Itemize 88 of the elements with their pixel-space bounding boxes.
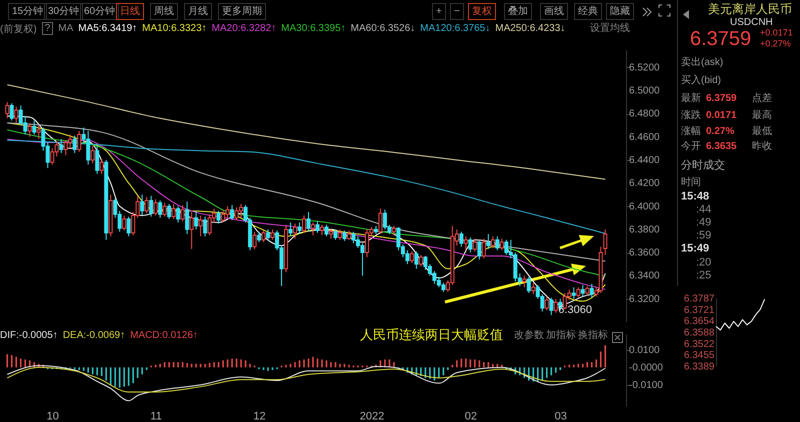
text: 点差 — [752, 93, 772, 104]
text: +0.0171 — [760, 28, 793, 38]
text: 周线 — [150, 3, 178, 20]
x-tick-label: 10 — [46, 410, 59, 422]
text: 0.27% — [706, 126, 734, 137]
text: + — [432, 3, 446, 20]
y-tick-label: 6.3800 — [629, 224, 660, 236]
text: 隐藏 — [606, 3, 634, 20]
text: 复权 — [468, 3, 496, 20]
annotation: 加指标 — [546, 330, 576, 341]
y-tick-label: 6.4400 — [629, 154, 660, 166]
text: 最高 — [752, 110, 772, 121]
text: 叠加 — [504, 3, 532, 20]
y-tick-label: 6.4800 — [629, 108, 660, 120]
text: 画线 — [540, 3, 568, 20]
annotation: 改参数 — [514, 330, 544, 341]
text: :25 — [696, 270, 712, 282]
y-tick-label: 6.3654 — [684, 316, 715, 328]
text: 昨收 — [752, 141, 772, 152]
y-tick-label: -0.0000 — [629, 362, 664, 374]
text: MA120:6.3765↓ — [420, 23, 490, 34]
text: 更多周期 — [218, 3, 266, 20]
y-tick-label: 6.3522 — [684, 338, 715, 350]
text: 6.3759 — [706, 93, 737, 104]
text: 60分钟 — [80, 3, 120, 20]
text: MA60:6.3526↓ — [350, 23, 416, 34]
y-tick-label: 6.5200 — [629, 62, 660, 74]
text: DEA:-0.0069↑ — [62, 330, 126, 341]
text: 今开 — [681, 141, 701, 152]
y-tick-label: 6.4600 — [629, 132, 660, 143]
y-tick-label: 6.3200 — [629, 294, 660, 305]
text: 最低 — [752, 126, 772, 137]
text: :49 — [696, 216, 712, 228]
text: 6.3635 — [706, 141, 737, 152]
x-tick-label: 02 — [464, 410, 477, 422]
text: 最新 — [681, 93, 701, 104]
y-tick-label: 6.3389 — [684, 362, 715, 372]
text: 0.0171 — [706, 110, 737, 121]
annotation: 6.3060 — [558, 304, 592, 316]
annotation: 换指标 — [578, 330, 608, 341]
text: 月线 — [184, 3, 212, 20]
y-tick-label: -0.0100 — [629, 380, 664, 391]
text: 分时成交 — [681, 160, 725, 172]
y-tick-label: 6.3588 — [684, 328, 715, 338]
text: 设置均线 — [590, 23, 630, 34]
text: 经典 — [574, 3, 602, 20]
text: 6.3759 — [690, 28, 752, 50]
text: 30分钟 — [44, 3, 84, 20]
text: 涨幅 — [681, 126, 701, 137]
x-tick-label: 12 — [253, 410, 266, 422]
text: 美元离岸人民币 — [708, 2, 792, 16]
y-tick-label: 6.3787 — [684, 294, 715, 304]
text: DIF:-0.0005↑ — [0, 330, 58, 341]
text: MA5:6.3419↑ — [78, 23, 138, 34]
text: MA250:6.4233↓ — [495, 23, 566, 34]
text: MA20:6.3282↑ — [212, 23, 276, 34]
y-tick-label: 0.0100 — [629, 344, 660, 356]
text: MACD:0.0126↑ — [130, 330, 198, 341]
text: 日线 — [116, 3, 144, 20]
y-tick-label: 6.3455 — [684, 350, 715, 362]
y-tick-label: 6.3400 — [629, 270, 660, 282]
x-tick-label: 03 — [554, 410, 567, 422]
y-tick-label: 6.4000 — [629, 201, 660, 212]
y-tick-label: 6.3721 — [684, 304, 715, 316]
x-tick-label: 11 — [150, 410, 162, 422]
text: :20 — [696, 256, 712, 268]
text: USDCNH — [730, 17, 773, 28]
y-tick-label: 6.3600 — [629, 248, 660, 259]
text: MA — [58, 23, 74, 34]
y-tick-label: 6.4200 — [629, 178, 660, 190]
y-tick-label: 6.5000 — [629, 86, 660, 97]
text: MA10:6.3323↑ — [142, 23, 207, 34]
text: 15:49 — [681, 242, 710, 254]
text: :59 — [696, 230, 712, 242]
annotation: 人民币连续两日大幅贬值 — [360, 327, 503, 342]
text: 卖出(ask) — [681, 57, 724, 68]
text: 时间 — [681, 177, 701, 188]
text: :44 — [696, 204, 712, 216]
text: 15:48 — [681, 190, 710, 202]
text: 买入(bid) — [681, 75, 722, 86]
x-tick-label: 2022 — [360, 410, 384, 422]
text: +0.27% — [760, 38, 791, 48]
text: (前复权) — [0, 22, 37, 36]
text: MA30:6.3395↑ — [281, 23, 346, 34]
text: − — [450, 3, 464, 20]
text: 15分钟 — [8, 3, 48, 20]
text: 涨跌 — [681, 110, 701, 121]
text: ? — [42, 22, 54, 35]
